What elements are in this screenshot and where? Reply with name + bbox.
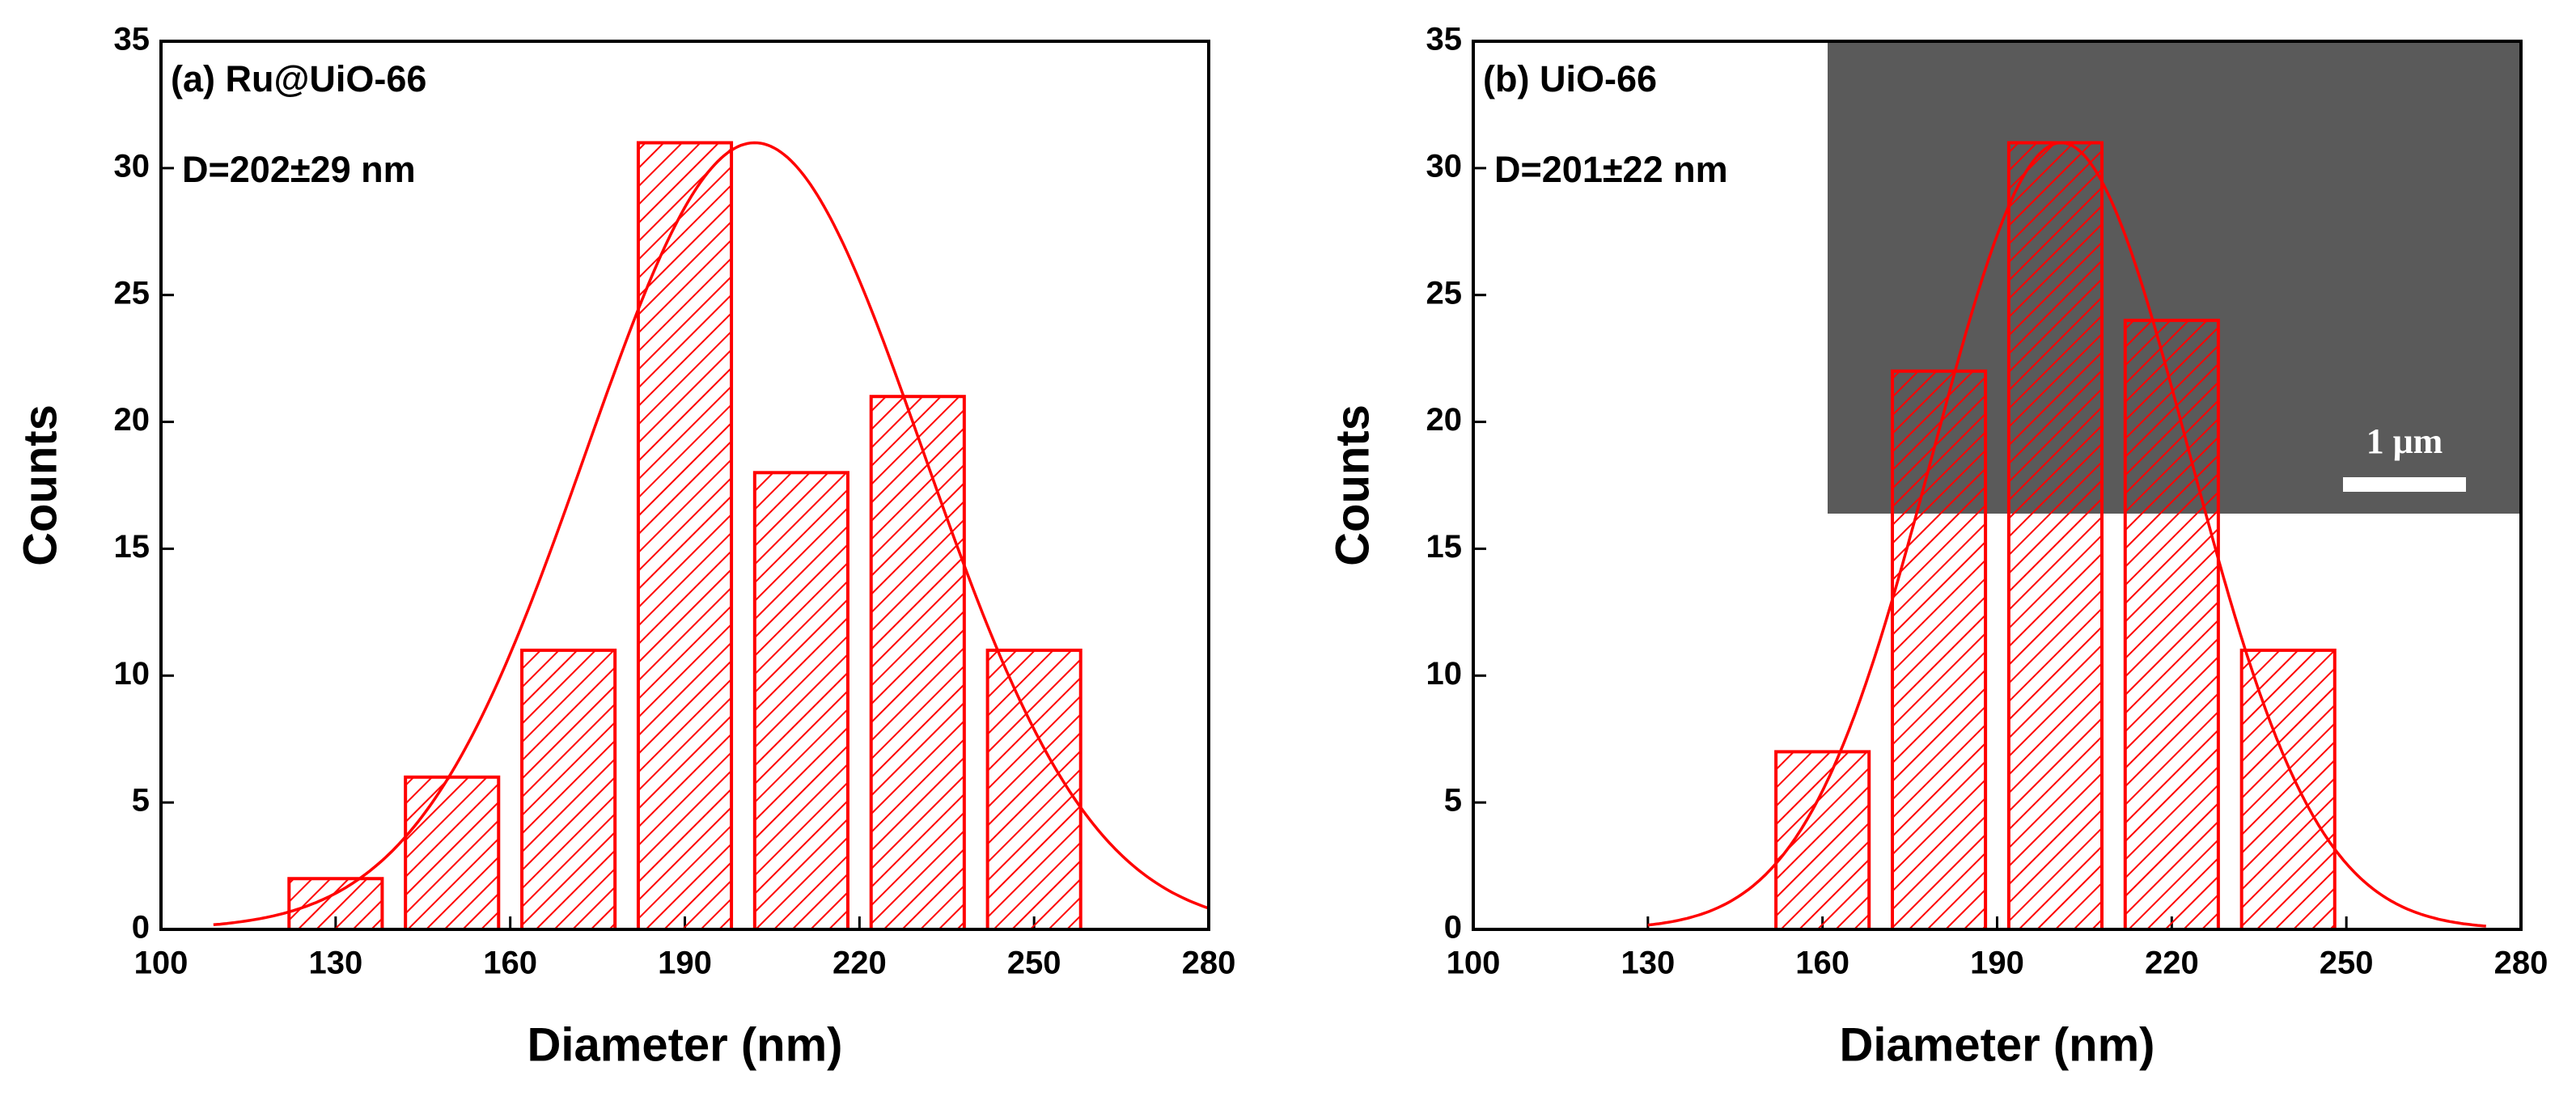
bar [1774,750,1871,932]
scale-bar [1031,477,1154,492]
x-tick-label: 220 [2145,946,2199,981]
x-tick-label: 160 [1795,946,1849,981]
chart: 1 μm 0 5 10 15 20 25 30 35 100 130 160 190 220 250 280 (… [14,22,1235,1072]
bar [287,877,384,932]
bar [2239,648,2337,932]
bar [2006,141,2104,931]
x-tick-label: 250 [1007,946,1061,981]
y-tick-label: 5 [1444,783,1462,819]
x-tick-label: 250 [2320,946,2374,981]
bar [404,775,501,931]
plot-frame [159,40,1210,931]
x-tick-label: 100 [1447,946,1501,981]
annotation: (a) Ru@UiO-66 [171,58,426,99]
scale-label: 1 μm [2366,421,2443,461]
y-tick-label: 15 [114,529,150,565]
scale-bar [2343,477,2466,492]
bar [752,471,849,931]
x-tick-label: 130 [1621,946,1675,981]
x-tick-label: 190 [1970,946,2024,981]
annotation: (b) UiO-66 [1483,58,1657,99]
fit-curve [213,141,1209,927]
bar [985,648,1083,932]
y-tick-label: 10 [1426,656,1463,692]
y-tick-label: 25 [1426,275,1463,311]
x-axis-label: Diameter (nm) [1840,1018,2155,1071]
x-tick-label: 220 [833,946,887,981]
y-axis-label: Counts [14,404,66,566]
x-tick-label: 190 [658,946,712,981]
y-tick-label: 0 [132,910,150,946]
bar [1891,369,1988,932]
y-tick-label: 30 [114,148,150,184]
x-tick-label: 280 [2494,946,2548,981]
y-tick-label: 25 [114,275,150,311]
y-tick-label: 35 [114,22,150,57]
y-tick-label: 20 [1426,402,1463,438]
bar [2123,319,2220,932]
y-tick-label: 10 [114,656,150,692]
y-tick-label: 0 [1444,910,1462,946]
x-axis-label: Diameter (nm) [527,1018,843,1071]
y-tick-label: 5 [132,783,150,819]
bar [636,141,734,931]
y-tick-label: 20 [114,402,150,438]
plot-frame [1472,40,2523,931]
scale-label: 1 μm [1054,421,1131,461]
chart: 1 μm 0 5 10 15 20 25 30 35 100 130 160 190 220 250 280 (… [1326,22,2548,1072]
y-axis-label: Counts [1326,404,1379,566]
y-tick-label: 35 [1426,22,1463,57]
fit-curve [1647,141,2486,928]
annotation: D=202±29 nm [182,149,416,190]
y-tick-label: 30 [1426,148,1463,184]
x-tick-label: 160 [483,946,537,981]
bar [869,395,966,931]
annotation: D=201±22 nm [1494,149,1728,190]
x-tick-label: 100 [134,946,189,981]
x-tick-label: 280 [1182,946,1236,981]
x-tick-label: 130 [308,946,362,981]
y-tick-label: 15 [1426,529,1463,565]
bar [520,648,617,932]
